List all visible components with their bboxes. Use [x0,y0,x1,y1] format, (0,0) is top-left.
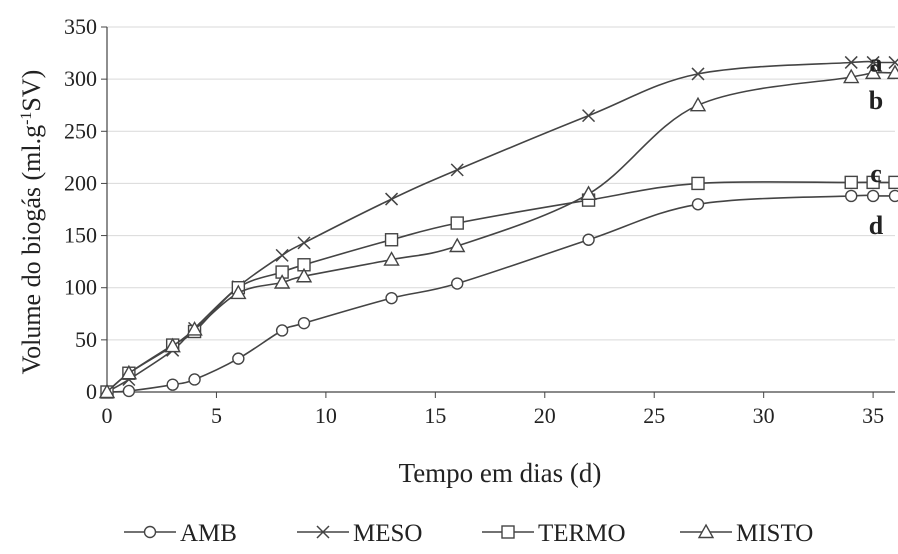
y-tick-label: 350 [64,14,97,39]
legend: AMB MESO TERMO MISTO [124,520,813,547]
legend-item-termo: TERMO [482,520,626,547]
data-point [692,177,704,189]
x-tick-label: 30 [753,403,775,428]
y-tick-label: 150 [64,223,97,248]
data-point [583,110,595,122]
series-termo [101,176,898,398]
x-tick-label: 0 [102,403,113,428]
series-misto [100,66,898,398]
series-line-meso [107,62,895,392]
legend-label: TERMO [538,520,626,547]
series-group [100,56,898,398]
data-point [691,98,705,111]
legend-label: AMB [180,520,237,547]
axes [101,27,895,398]
y-tick-labels: 0 50 100 150 200 250 300 350 [64,14,97,404]
x-tick-labels: 0 5 10 15 20 25 30 35 [102,403,885,428]
annotation-d: d [869,211,884,240]
x-tick-label: 15 [424,403,446,428]
y-tick-label: 0 [86,379,97,404]
y-tick-label: 300 [64,66,97,91]
annotation-b: b [869,86,883,115]
data-point [298,237,310,249]
gridlines [107,27,895,340]
data-point [276,249,288,261]
legend-label: MISTO [736,520,813,547]
data-point [452,278,463,289]
x-axis-label: Tempo em dias (d) [399,458,602,488]
x-tick-label: 35 [862,403,884,428]
x-tick-label: 10 [315,403,337,428]
data-point [692,68,704,80]
data-point [890,190,898,201]
data-point [386,234,398,246]
series-line-termo [107,182,895,392]
series-meso [101,56,898,398]
legend-item-misto: MISTO [680,520,813,547]
y-tick-label: 200 [64,170,97,195]
data-point [277,325,288,336]
data-point [451,217,463,229]
y-tick-label: 250 [64,118,97,143]
data-point [845,176,857,188]
data-point [386,293,397,304]
x-tick-label: 25 [643,403,665,428]
data-point [582,187,596,200]
legend-label: MESO [353,520,422,547]
data-point [123,385,134,396]
annotation-c: c [870,159,882,188]
annotations: ab cd [869,48,884,240]
data-point [167,379,178,390]
data-point [189,374,200,385]
y-axis-label-unit: SV) [17,70,46,112]
series-line-amb [107,195,895,392]
series-amb [102,190,898,397]
legend-marker [502,526,514,538]
y-tick-label: 100 [64,275,97,300]
series-line-misto [107,73,895,392]
y-axis-label-superscript: -1 [18,112,35,125]
data-point [583,234,594,245]
data-point [386,193,398,205]
data-point [868,190,879,201]
x-tick-label: 20 [534,403,556,428]
data-point [450,239,464,252]
data-point [889,176,898,188]
legend-marker [145,527,156,538]
legend-item-meso: MESO [297,520,422,547]
x-tick-label: 5 [211,403,222,428]
y-axis-label-main: Volume do biogás (ml.g [17,125,46,374]
data-point [451,164,463,176]
y-axis-label: Volume do biogás (ml.g-1SV) [17,70,46,375]
data-point [846,190,857,201]
legend-item-amb: AMB [124,520,237,547]
data-point [233,353,244,364]
annotation-a: a [870,48,883,77]
data-point [299,318,310,329]
data-point [693,199,704,210]
y-tick-label: 50 [75,327,97,352]
